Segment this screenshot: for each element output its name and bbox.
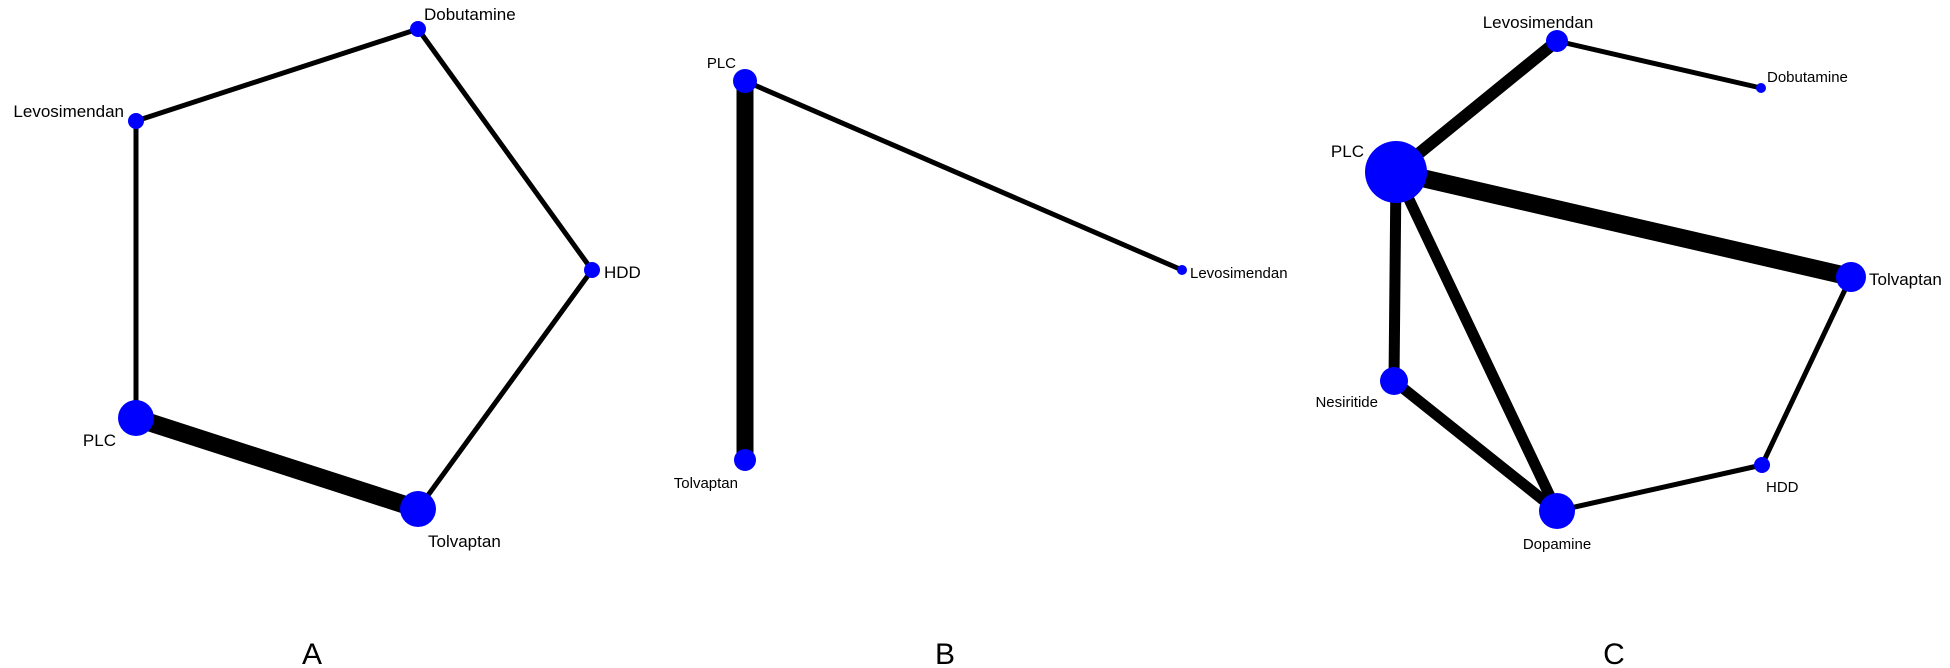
node-label-a-levosimendan: Levosimendan	[13, 102, 124, 121]
edge-a-hdd-tolvaptan	[415, 268, 595, 511]
node-label-c-hdd: HDD	[1766, 479, 1799, 496]
nodes-layer	[118, 21, 1866, 529]
edge-c-plc-levosimendan	[1392, 36, 1561, 177]
panel-letter-b: B	[935, 638, 955, 668]
node-label-c-plc: PLC	[1331, 142, 1364, 161]
edge-a-levosimendan-dobutamine	[135, 26, 419, 124]
edge-c-hdd-tolvaptan	[1759, 275, 1854, 467]
node-b-tolvaptan	[734, 449, 756, 471]
edge-b-plc-levosimendan	[744, 78, 1183, 273]
node-label-c-nesiritide: Nesiritide	[1315, 394, 1378, 411]
labels-layer: Dobutamine Levosimendan HDD PLC Tolvaptan PLC…	[13, 5, 1941, 553]
edge-c-dopamine-hdd	[1556, 462, 1763, 514]
node-label-a-tolvaptan: Tolvaptan	[428, 532, 501, 551]
node-a-hdd	[584, 262, 600, 278]
node-label-c-dopamine: Dopamine	[1523, 536, 1591, 553]
node-a-dobutamine	[410, 21, 426, 37]
node-b-plc	[733, 69, 757, 93]
node-label-b-plc: PLC	[707, 55, 736, 72]
node-label-b-levosimendan: Levosimendan	[1190, 265, 1288, 282]
node-a-levosimendan	[128, 113, 144, 129]
node-label-c-tolvaptan: Tolvaptan	[1869, 270, 1942, 289]
edge-c-levosimendan-dobutamine	[1556, 38, 1762, 91]
edge-c-plc-tolvaptan	[1393, 163, 1854, 286]
edge-a-dobutamine-hdd	[415, 27, 595, 272]
edge-c-plc-nesiritide	[1388, 171, 1402, 382]
node-c-dobutamine	[1756, 83, 1766, 93]
node-a-plc	[118, 400, 154, 436]
node-label-b-tolvaptan: Tolvaptan	[674, 475, 738, 492]
node-label-c-dobutamine: Dobutamine	[1767, 69, 1848, 86]
node-c-tolvaptan	[1836, 262, 1866, 292]
node-label-a-plc: PLC	[83, 431, 116, 450]
edges-layer	[133, 26, 1854, 518]
node-c-dopamine	[1539, 493, 1575, 529]
node-c-hdd	[1754, 457, 1770, 473]
panel-letter-a: A	[302, 638, 322, 668]
edge-c-plc-dopamine	[1391, 169, 1562, 514]
panel-letter-c: C	[1603, 638, 1625, 668]
node-c-nesiritide	[1380, 367, 1408, 395]
node-label-a-dobutamine: Dobutamine	[424, 5, 516, 24]
node-label-a-hdd: HDD	[604, 263, 641, 282]
node-a-tolvaptan	[400, 491, 436, 527]
node-c-levosimendan	[1546, 30, 1568, 52]
edge-a-plc-tolvaptan	[133, 409, 421, 518]
node-c-plc	[1365, 141, 1427, 203]
panel-letters-layer: A B C	[302, 638, 1625, 668]
edge-c-nesiritide-dopamine	[1390, 376, 1561, 516]
node-label-c-levosimendan: Levosimendan	[1483, 13, 1594, 32]
node-b-levosimendan	[1177, 265, 1187, 275]
